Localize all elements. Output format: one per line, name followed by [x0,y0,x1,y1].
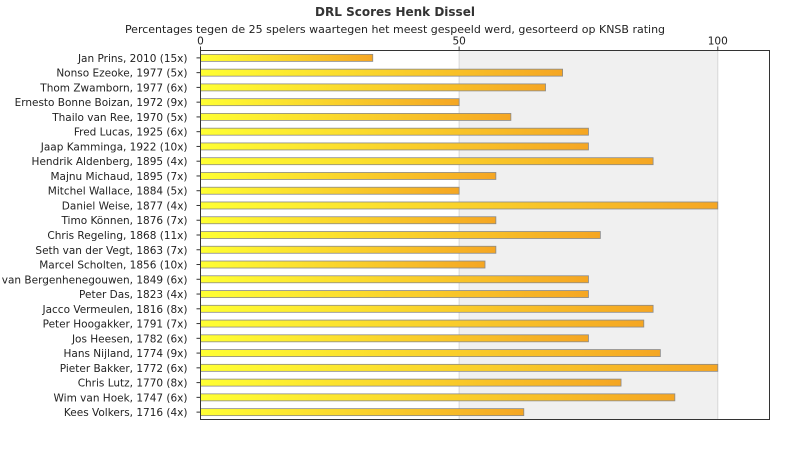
bar [200,319,645,328]
category-label: Peter Das, 1823 (4x) [79,289,187,301]
category-label: Marcel Scholten, 1856 (10x) [39,260,187,272]
bar [200,408,525,417]
chart-title: DRL Scores Henk Dissel [315,5,475,19]
category-label: Timo Können, 1876 (7x) [60,215,187,227]
category-label: Hans Nijland, 1774 (9x) [64,348,188,360]
category-label: Thailo van Ree, 1970 (5x) [51,112,187,124]
bar [200,68,563,77]
bar [200,127,589,136]
category-label: Chris Lutz, 1770 (8x) [78,378,188,390]
bar [200,216,497,225]
bar [200,290,589,298]
category-label: Fred Lucas, 1925 (6x) [74,127,188,139]
category-label: Hendrik Aldenberg, 1895 (4x) [32,156,188,168]
category-label: Thom Zwamborn, 1977 (6x) [39,82,187,94]
bar [200,98,460,107]
bar [200,334,589,343]
bar [200,113,512,121]
category-label: Wim van Hoek, 1747 (6x) [54,392,188,404]
category-label: Kees Volkers, 1716 (4x) [64,407,188,419]
bar [200,83,546,92]
category-label: Jaap Kamminga, 1922 (10x) [40,141,188,153]
x-tick-label: 0 [197,36,204,48]
category-labels: Jan Prins, 2010 (15x) Nonso Ezeoke, 1977 … [0,53,201,419]
bar [200,349,661,357]
category-label: Majnu Michaud, 1895 (7x) [50,171,187,183]
bar [200,142,589,151]
bar [200,275,589,284]
bars [200,53,719,417]
x-tick-label: 50 [452,36,465,48]
bar [200,172,497,180]
category-label: Seth van der Vegt, 1863 (7x) [35,245,187,257]
category-label: Jos Heesen, 1782 (6x) [71,333,188,345]
category-label: Pieter van Bergenhenegouwen, 1849 (6x) [0,274,188,286]
chart-subtitle: Percentages tegen de 25 spelers waartege… [125,23,665,36]
category-label: Pieter Bakker, 1772 (6x) [60,363,188,375]
bar [200,363,719,372]
category-label: Daniel Weise, 1877 (4x) [62,200,188,212]
bar [200,260,486,269]
bar [200,201,719,210]
plot-band [717,50,770,420]
bar [200,393,676,402]
bar [200,53,374,62]
category-label: Ernesto Bonne Boizan, 1972 (9x) [15,97,188,109]
category-label: Nonso Ezeoke, 1977 (5x) [56,68,187,80]
bar [200,378,622,387]
plot-frame [200,50,770,420]
category-label: Chris Regeling, 1868 (11x) [47,230,187,242]
category-label: Mitchel Wallace, 1884 (5x) [48,186,188,198]
bar [200,231,601,239]
x-axis-ticks: 0 50 100 [197,36,728,420]
bar [200,186,460,195]
category-label: Jacco Vermeulen, 1816 (8x) [42,304,188,316]
bar [200,304,654,313]
category-label: Peter Hoogakker, 1791 (7x) [43,319,188,331]
x-tick-label: 100 [708,36,728,48]
category-label: Jan Prins, 2010 (15x) [77,53,188,65]
bar [200,245,497,254]
bar [200,157,654,166]
